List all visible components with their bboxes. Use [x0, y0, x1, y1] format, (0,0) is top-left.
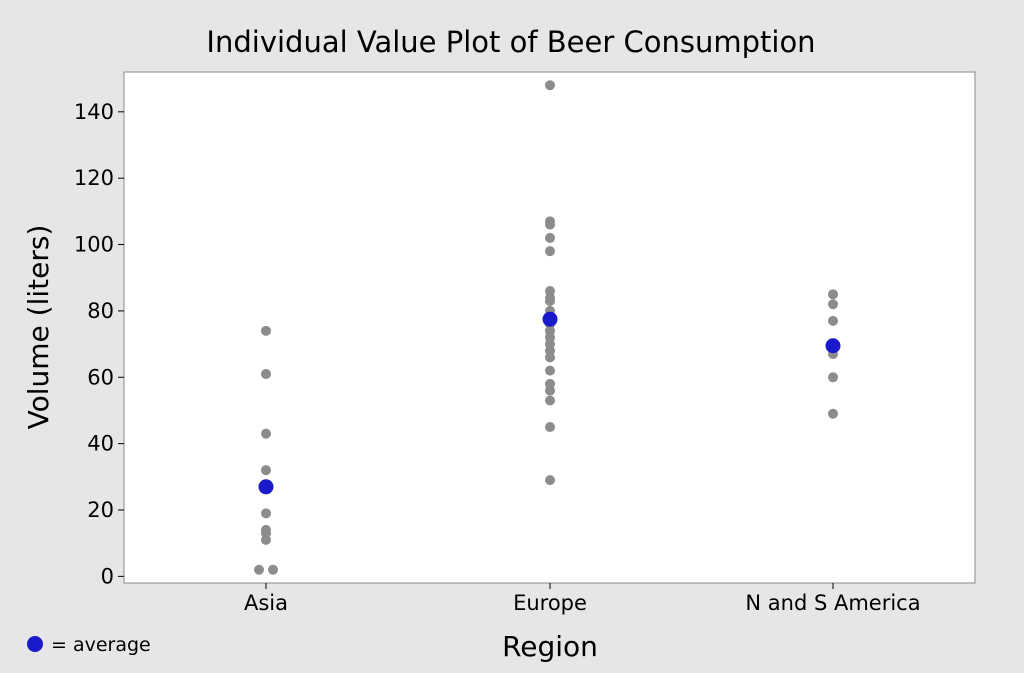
x-axis-label: Region — [502, 630, 598, 663]
data-point — [545, 475, 555, 486]
x-tick-label: Asia — [244, 591, 288, 615]
x-tick-label: Europe — [513, 591, 587, 615]
x-axis-ticks: Asia Europe N and S America — [244, 583, 921, 615]
data-point — [261, 534, 271, 545]
data-point — [545, 246, 555, 257]
data-point — [261, 465, 271, 476]
x-tick-label: N and S America — [745, 591, 920, 615]
data-point — [828, 372, 838, 383]
data-point — [545, 395, 555, 406]
data-point — [261, 368, 271, 379]
y-axis-label: Volume (liters) — [22, 225, 55, 430]
legend-average-label: = average — [51, 634, 151, 656]
data-point — [545, 422, 555, 433]
data-point — [545, 365, 555, 376]
average-point — [825, 338, 841, 354]
data-point — [545, 295, 555, 306]
data-points — [254, 80, 841, 575]
data-point — [268, 564, 278, 575]
data-point — [261, 325, 271, 336]
data-point — [261, 428, 271, 439]
y-tick-label: 20 — [87, 498, 114, 522]
average-point — [258, 479, 274, 495]
y-tick-label: 60 — [87, 365, 114, 389]
data-point — [254, 564, 264, 575]
data-point — [545, 219, 555, 230]
data-point — [261, 508, 271, 519]
data-point — [545, 385, 555, 396]
data-point — [828, 408, 838, 419]
y-tick-label: 100 — [74, 233, 114, 257]
y-tick-label: 0 — [101, 564, 114, 588]
average-point — [542, 311, 558, 327]
data-point — [545, 232, 555, 243]
y-tick-label: 140 — [74, 100, 114, 124]
data-point — [828, 299, 838, 310]
y-tick-label: 40 — [87, 432, 114, 456]
y-tick-label: 80 — [87, 299, 114, 323]
data-point — [828, 315, 838, 326]
data-point — [545, 352, 555, 363]
y-axis-ticks: 0 20 40 60 80 100 120 140 — [74, 100, 124, 588]
data-point — [828, 289, 838, 300]
chart-title: Individual Value Plot of Beer Consumptio… — [206, 25, 815, 59]
y-tick-label: 120 — [74, 166, 114, 190]
legend-average-marker — [27, 636, 43, 652]
legend: = average — [27, 634, 151, 656]
data-point — [545, 80, 555, 91]
